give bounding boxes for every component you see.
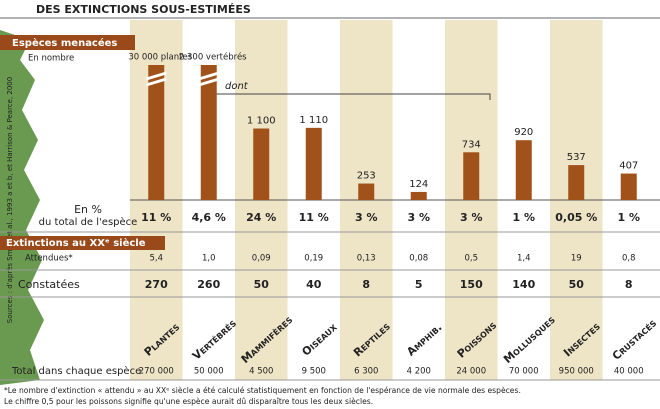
total-value: 950 000: [559, 367, 594, 377]
percent-value: 0,05 %: [555, 211, 597, 224]
row-label: Constatées: [18, 278, 80, 291]
bar-break: [198, 71, 220, 87]
row-value: 1,0: [202, 254, 216, 264]
percent-value: 3 %: [407, 211, 430, 224]
bar: [515, 140, 532, 200]
annotation: dont: [225, 81, 249, 92]
chart-title: DES EXTINCTIONS SOUS-ESTIMÉES: [36, 3, 251, 16]
row-label: Attendues*: [25, 254, 73, 264]
total-value: 9 500: [302, 367, 326, 377]
bar-break: [145, 71, 167, 87]
value-label: 2 300 vertébrés: [179, 52, 247, 63]
footnote: Le chiffre 0,5 pour les poissons signifi…: [4, 397, 373, 406]
total-value: 24 000: [456, 367, 486, 377]
percent-label: du total de l'espèce: [39, 216, 138, 228]
total-value: 4 200: [407, 367, 431, 377]
percent-value: 24 %: [246, 211, 276, 224]
bar: [358, 183, 375, 200]
total-value: 40 000: [614, 367, 644, 377]
row-value: 140: [512, 278, 535, 291]
value-label: 1 110: [299, 115, 328, 126]
bar: [200, 65, 217, 200]
value-label: 537: [567, 152, 586, 163]
bar: [568, 165, 585, 200]
percent-value: 11 %: [141, 211, 171, 224]
total-value: 70 000: [509, 367, 539, 377]
unit-label: En nombre: [28, 54, 74, 64]
total-value: 50 000: [194, 367, 224, 377]
bar: [148, 65, 165, 200]
total-value: 270 000: [139, 367, 174, 377]
value-label: 253: [357, 171, 376, 182]
footnote: *Le nombre d'extinction « attendu » au X…: [4, 386, 521, 395]
row-value: 270: [145, 278, 168, 291]
row-value: 0,09: [252, 254, 271, 264]
bar: [305, 127, 322, 200]
percent-value: 3 %: [460, 211, 483, 224]
row-value: 50: [569, 278, 585, 291]
row-value: 8: [362, 278, 370, 291]
value-label: 30 000 plantes: [128, 53, 192, 63]
total-label: Total dans chaque espèce: [11, 365, 141, 377]
section-title: Extinctions au XXᵉ siècle: [6, 237, 146, 249]
row-value: 260: [197, 278, 220, 291]
total-value: 6 300: [354, 367, 378, 377]
section-band: [0, 35, 135, 50]
row-value: 8: [625, 278, 633, 291]
total-value: 4 500: [249, 367, 273, 377]
source: Sources : d'après Smith et al., 1993 a e…: [6, 77, 14, 323]
row-value: 5,4: [149, 254, 163, 264]
bar: [253, 128, 270, 200]
row-value: 0,08: [409, 254, 428, 264]
value-label: 1 100: [247, 116, 276, 127]
row-value: 0,19: [304, 254, 323, 264]
row-value: 5: [415, 278, 423, 291]
value-label: 407: [619, 161, 638, 172]
section-band: [0, 236, 165, 250]
row-value: 0,5: [464, 254, 478, 264]
percent-label: En %: [74, 203, 102, 216]
bar: [410, 191, 427, 200]
value-label: 124: [409, 179, 428, 190]
percent-value: 1 %: [512, 211, 535, 224]
bar: [620, 173, 637, 200]
percent-value: 4,6 %: [192, 211, 226, 224]
percent-value: 11 %: [299, 211, 329, 224]
value-label: 920: [514, 127, 533, 138]
value-label: 734: [462, 139, 481, 150]
tree-silhouette: [0, 30, 44, 385]
annotation-bracket: [215, 93, 491, 100]
percent-value: 1 %: [617, 211, 640, 224]
row-value: 0,8: [622, 254, 636, 264]
row-value: 50: [254, 278, 270, 291]
row-value: 1,4: [517, 254, 531, 264]
row-value: 0,13: [357, 254, 376, 264]
bar: [463, 152, 480, 200]
row-value: 150: [460, 278, 483, 291]
row-value: 19: [571, 254, 582, 264]
chart-subtitle: Espèces menacées: [12, 37, 117, 49]
percent-value: 3 %: [355, 211, 378, 224]
row-value: 40: [306, 278, 322, 291]
